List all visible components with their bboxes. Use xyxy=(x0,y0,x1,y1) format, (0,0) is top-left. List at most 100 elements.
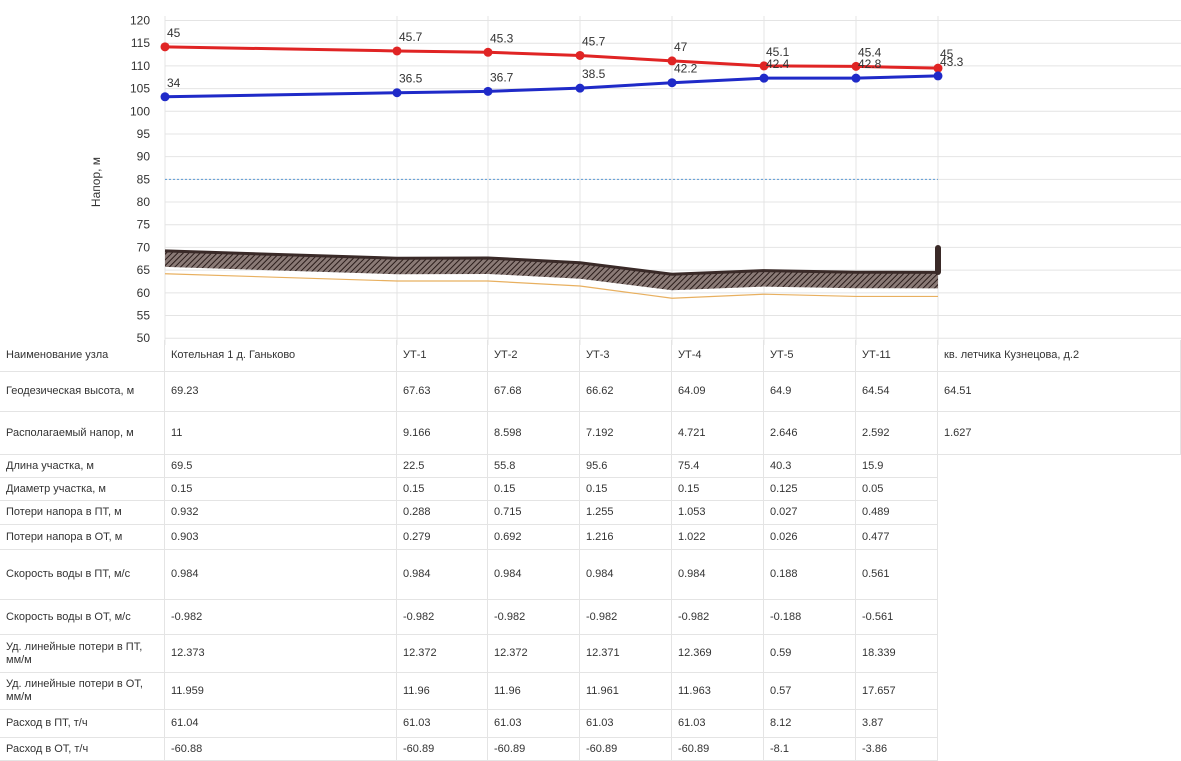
table-cell: 0.288 xyxy=(397,501,488,525)
table-cell: 64.54 xyxy=(856,372,938,412)
table-cell: Уд. линейные потери в ПТ, мм/м xyxy=(0,635,165,673)
point-label: 36.5 xyxy=(399,72,423,86)
table-cell: -3.86 xyxy=(856,738,938,761)
table-cell: 0.903 xyxy=(165,525,397,550)
table-cell: 0.715 xyxy=(488,501,580,525)
table-cell: 61.03 xyxy=(672,710,764,738)
table-cell: 9.166 xyxy=(397,412,488,455)
table-cell: Потери напора в ПТ, м xyxy=(0,501,165,525)
table-cell: -0.982 xyxy=(580,600,672,635)
table-cell: УТ-1 xyxy=(397,340,488,372)
table-cell: 17.657 xyxy=(856,673,938,710)
table-cell: 40.3 xyxy=(764,455,856,478)
table-cell: 55.8 xyxy=(488,455,580,478)
table-cell: УТ-4 xyxy=(672,340,764,372)
y-tick-label: 115 xyxy=(131,36,150,50)
table-cell: Уд. линейные потери в ОТ, мм/м xyxy=(0,673,165,710)
table-cell: 8.598 xyxy=(488,412,580,455)
table-cell: 0.026 xyxy=(764,525,856,550)
y-tick-label: 110 xyxy=(131,59,150,73)
table-cell: 0.984 xyxy=(580,550,672,600)
table-cell: 0.188 xyxy=(764,550,856,600)
point xyxy=(667,78,677,88)
table-cell: 1.255 xyxy=(580,501,672,525)
y-tick-label: 55 xyxy=(137,309,151,323)
y-tick-label: 50 xyxy=(137,331,151,345)
table-cell: 0.477 xyxy=(856,525,938,550)
point xyxy=(759,73,769,83)
table-cell: 12.372 xyxy=(488,635,580,673)
point-label: 43.3 xyxy=(940,55,964,69)
table-cell: 11.96 xyxy=(488,673,580,710)
point-label: 47 xyxy=(674,40,688,54)
table-cell: 4.721 xyxy=(672,412,764,455)
table-cell: Потери напора в ОТ, м xyxy=(0,525,165,550)
point-label: 45 xyxy=(940,47,954,61)
table-cell: 11.959 xyxy=(165,673,397,710)
table-cell: 3.87 xyxy=(856,710,938,738)
y-tick-label: 70 xyxy=(137,240,151,254)
point-label: 38.5 xyxy=(582,67,606,81)
table-cell: 0.15 xyxy=(488,478,580,501)
y-tick-label: 80 xyxy=(137,195,151,209)
point xyxy=(933,71,943,81)
table-cell: 0.489 xyxy=(856,501,938,525)
table-cell: 0.932 xyxy=(165,501,397,525)
point xyxy=(483,47,493,57)
table-cell: 95.6 xyxy=(580,455,672,478)
table-cell: Геодезическая высота, м xyxy=(0,372,165,412)
table-cell: -60.89 xyxy=(672,738,764,761)
table-cell: 67.68 xyxy=(488,372,580,412)
table-cell: -0.561 xyxy=(856,600,938,635)
table-cell: 75.4 xyxy=(672,455,764,478)
y-tick-label: 95 xyxy=(137,127,151,141)
table-cell: УТ-3 xyxy=(580,340,672,372)
table-cell: 11.96 xyxy=(397,673,488,710)
point xyxy=(160,42,170,52)
table-cell: -0.188 xyxy=(764,600,856,635)
table-cell: УТ-11 xyxy=(856,340,938,372)
table-cell: 64.9 xyxy=(764,372,856,412)
series-line xyxy=(164,45,939,70)
point xyxy=(759,61,769,71)
point-label: 45.1 xyxy=(766,45,790,59)
table-cell: 12.371 xyxy=(580,635,672,673)
point-label: 42.4 xyxy=(766,57,790,71)
table-cell: 67.63 xyxy=(397,372,488,412)
table-cell: -60.89 xyxy=(397,738,488,761)
point xyxy=(392,46,402,56)
table-cell: кв. летчика Кузнецова, д.2 xyxy=(938,340,1181,372)
table-cell: 0.15 xyxy=(397,478,488,501)
table-cell: 8.12 xyxy=(764,710,856,738)
y-tick-label: 105 xyxy=(130,82,150,96)
y-tick-label: 60 xyxy=(137,286,151,300)
point xyxy=(160,92,170,102)
y-axis-label: Напор, м xyxy=(89,157,103,207)
table-cell: УТ-2 xyxy=(488,340,580,372)
table-cell: Расход в ОТ, т/ч xyxy=(0,738,165,761)
y-tick-label: 65 xyxy=(137,263,151,277)
table-cell: Скорость воды в ПТ, м/с xyxy=(0,550,165,600)
table-cell: 0.984 xyxy=(165,550,397,600)
table-cell: 1.053 xyxy=(672,501,764,525)
table-cell: 66.62 xyxy=(580,372,672,412)
table-cell: -0.982 xyxy=(672,600,764,635)
table-cell: 11.961 xyxy=(580,673,672,710)
point xyxy=(392,88,402,98)
table-cell: Скорость воды в ОТ, м/с xyxy=(0,600,165,635)
table-cell: 15.9 xyxy=(856,455,938,478)
table-cell: 61.03 xyxy=(397,710,488,738)
series-line xyxy=(164,74,939,99)
table-cell: 0.027 xyxy=(764,501,856,525)
table-cell: 11.963 xyxy=(672,673,764,710)
series-line xyxy=(164,273,938,299)
y-tick-label: 75 xyxy=(137,218,151,232)
point-label: 45 xyxy=(167,26,181,40)
point-label: 45.7 xyxy=(582,34,606,48)
point-label: 45.7 xyxy=(399,30,423,44)
table-cell: 0.59 xyxy=(764,635,856,673)
table-cell: 0.15 xyxy=(580,478,672,501)
table-cell: 0.984 xyxy=(397,550,488,600)
table-cell: -8.1 xyxy=(764,738,856,761)
